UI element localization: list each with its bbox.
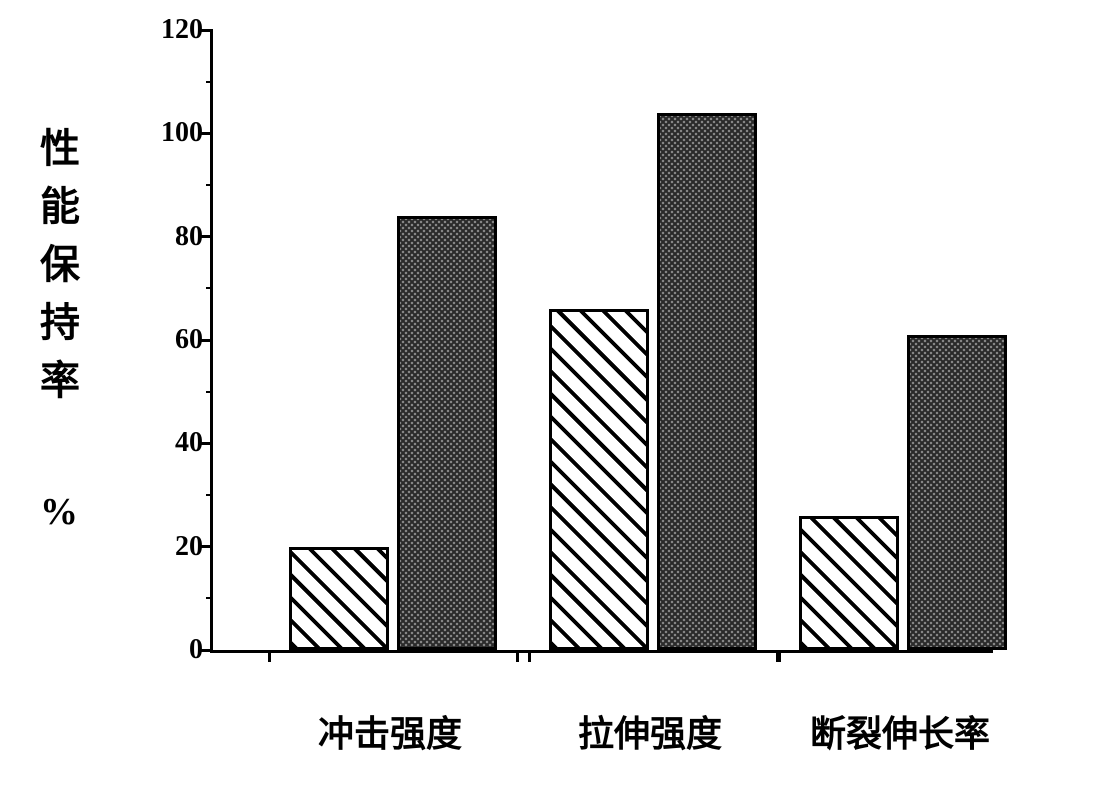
x-tick (778, 650, 781, 662)
y-tick-label: 100 (143, 117, 203, 149)
y-tick-label: 80 (143, 221, 203, 253)
y-axis-unit: % (40, 490, 78, 534)
plot-area: 020406080100120 (210, 30, 993, 653)
y-tick-minor (206, 184, 213, 186)
y-axis-title-text: 性能保持率 (40, 126, 80, 403)
category-label: 冲击强度 (318, 705, 462, 757)
bar-dot (397, 216, 497, 650)
y-tick-label: 60 (143, 324, 203, 356)
category-label: 断裂伸长率 (810, 705, 990, 757)
bar-dot (907, 335, 1007, 650)
category-label: 拉伸强度 (578, 705, 722, 757)
bar-hatch (289, 547, 389, 650)
x-tick (528, 650, 531, 662)
x-tick (516, 650, 519, 662)
y-tick-minor (206, 287, 213, 289)
bar-hatch (549, 309, 649, 650)
bar-chart: 020406080100120 (150, 10, 1020, 690)
x-tick (268, 650, 271, 662)
bar-hatch (799, 516, 899, 650)
y-tick-label: 120 (143, 14, 203, 46)
y-tick-label: 0 (143, 634, 203, 666)
y-tick-minor (206, 391, 213, 393)
bar-dot (657, 113, 757, 650)
y-tick-minor (206, 494, 213, 496)
y-tick-minor (206, 597, 213, 599)
y-tick-label: 20 (143, 531, 203, 563)
y-axis-title: 性能保持率 (40, 120, 80, 410)
y-tick-minor (206, 81, 213, 83)
y-tick-label: 40 (143, 427, 203, 459)
